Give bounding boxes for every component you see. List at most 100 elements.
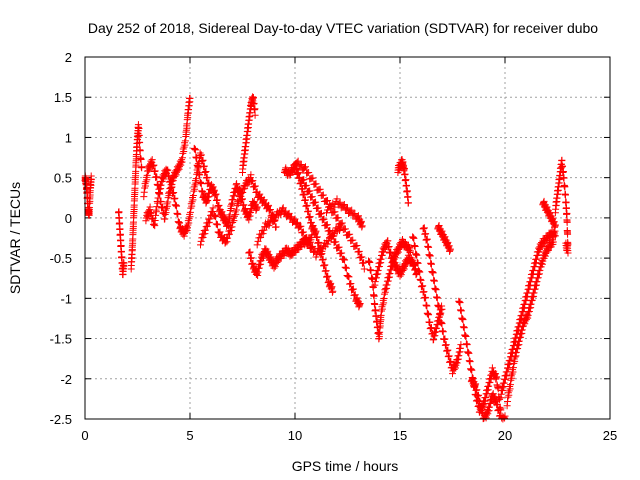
data-point-arc-u [493,373,501,381]
data-point-arc-j [303,234,311,242]
data-point-arc-f [253,203,261,211]
data-point-arc-s [430,277,438,285]
x-tick-label: 5 [186,428,193,443]
data-point-arc-g [197,237,205,245]
x-axis-label: GPS time / hours [292,458,399,474]
data-point-arc-g [272,223,280,231]
data-point-arc-s [420,224,428,232]
data-point-arc-z [562,239,570,247]
data-point-arc-g [203,222,211,230]
data-point-arc-s [435,303,443,311]
data-point-arc-l [316,185,324,193]
y-tick-label: 1.5 [54,90,72,105]
data-point-arc-c [135,125,143,133]
data-point-arc-l [293,158,301,166]
data-point-arc-l [309,174,317,182]
data-point-arc-g [234,200,242,208]
data-point-arc-k [329,287,337,295]
data-point-arc-r [422,294,430,302]
data-point-arc-v [476,397,484,405]
data-point-arc-g [232,210,240,218]
data-point-arc-p [384,237,392,245]
data-point-arc-c [137,155,145,163]
data-point-arc-s [439,328,447,336]
data-point-arc-n [342,205,350,213]
data-point-arc-f [240,201,248,209]
data-point-arc-l [355,247,363,255]
data-point-arc-r [425,311,433,319]
data-point-arc-d [159,203,167,211]
data-point-arc-m [300,176,308,184]
data-point-arc-g [206,215,214,223]
data-point-arc-m [332,238,340,246]
data-point-arc-u [457,307,465,315]
data-point-arc-f [213,196,221,204]
data-point-arc-m [329,232,337,240]
data-point-arc-g [239,188,247,196]
data-point-arc-u [456,299,464,307]
data-point-arc-j [304,239,312,247]
data-point-arc-u [463,341,471,349]
data-point-arc-l [324,197,332,205]
data-point-arc-e [164,166,172,174]
data-point-arc-h [250,99,258,107]
data-point-arc-n [335,199,343,207]
data-point-arc-s [432,286,440,294]
data-point-arc-c [136,139,144,147]
data-point-arc-r [428,324,435,332]
data-point-arc-k [318,250,326,258]
data-point-arc-f [197,180,205,188]
data-point-arc-m [356,299,364,307]
y-tick-label: 1 [65,130,72,145]
data-point-arc-k [302,196,309,204]
data-point-arc-d [151,167,159,175]
data-point-arc-g [223,238,231,246]
data-point-arc-e [146,203,154,211]
data-point-arc-l [319,191,327,199]
data-point-arc-s [444,346,452,354]
data-point-arc-i [246,248,254,256]
data-point-arc-f [215,201,223,209]
data-point-arc-c [135,132,143,140]
data-point-arc-s [425,243,433,251]
data-point-arc-r [413,251,421,259]
data-point-arc-l [302,163,309,171]
data-point-arc-k [319,255,327,263]
data-point-arc-e [170,188,178,196]
data-point-arc-s [445,352,453,360]
data-point-arc-o [367,267,375,275]
data-point-arc-m [312,198,320,206]
data-point-arc-l [300,164,308,172]
data-point-arc-i [247,254,255,262]
data-point-arc-d [186,94,194,102]
data-point-arc-l [296,162,304,170]
data-point-arc-m [308,193,316,201]
data-point-arc-l [338,219,346,227]
data-point-arc-z [559,168,567,176]
data-point-arc-h [251,105,259,113]
data-point-arc-k [315,238,323,246]
data-point-arc-z [561,183,569,191]
data-point-arc-l [312,180,320,188]
data-point-arc-q [401,170,409,178]
data-point-arc-j [297,222,305,230]
data-point-arc-k [294,168,302,176]
data-point-arc-e [202,168,210,176]
data-point-arc-g [201,230,209,238]
y-tick-label: 0.5 [54,171,72,186]
data-point-arc-s [429,269,437,277]
data-point-arc-j [305,239,313,247]
data-point-arc-m [326,226,334,234]
data-point-arc-v [473,386,481,394]
data-point-arc-z [558,156,566,164]
data-point-arc-l [341,225,349,233]
data-point-arc-g [209,204,217,212]
data-point-arc-j [304,240,312,248]
data-point-arc-g [208,207,216,215]
data-point-arc-e [199,156,207,164]
data-point-arc-g [247,171,255,179]
data-point-arc-r [410,234,418,242]
data-point-arc-l [353,242,361,250]
data-point-arc-u [459,316,467,324]
data-point-arc-e [168,183,176,191]
